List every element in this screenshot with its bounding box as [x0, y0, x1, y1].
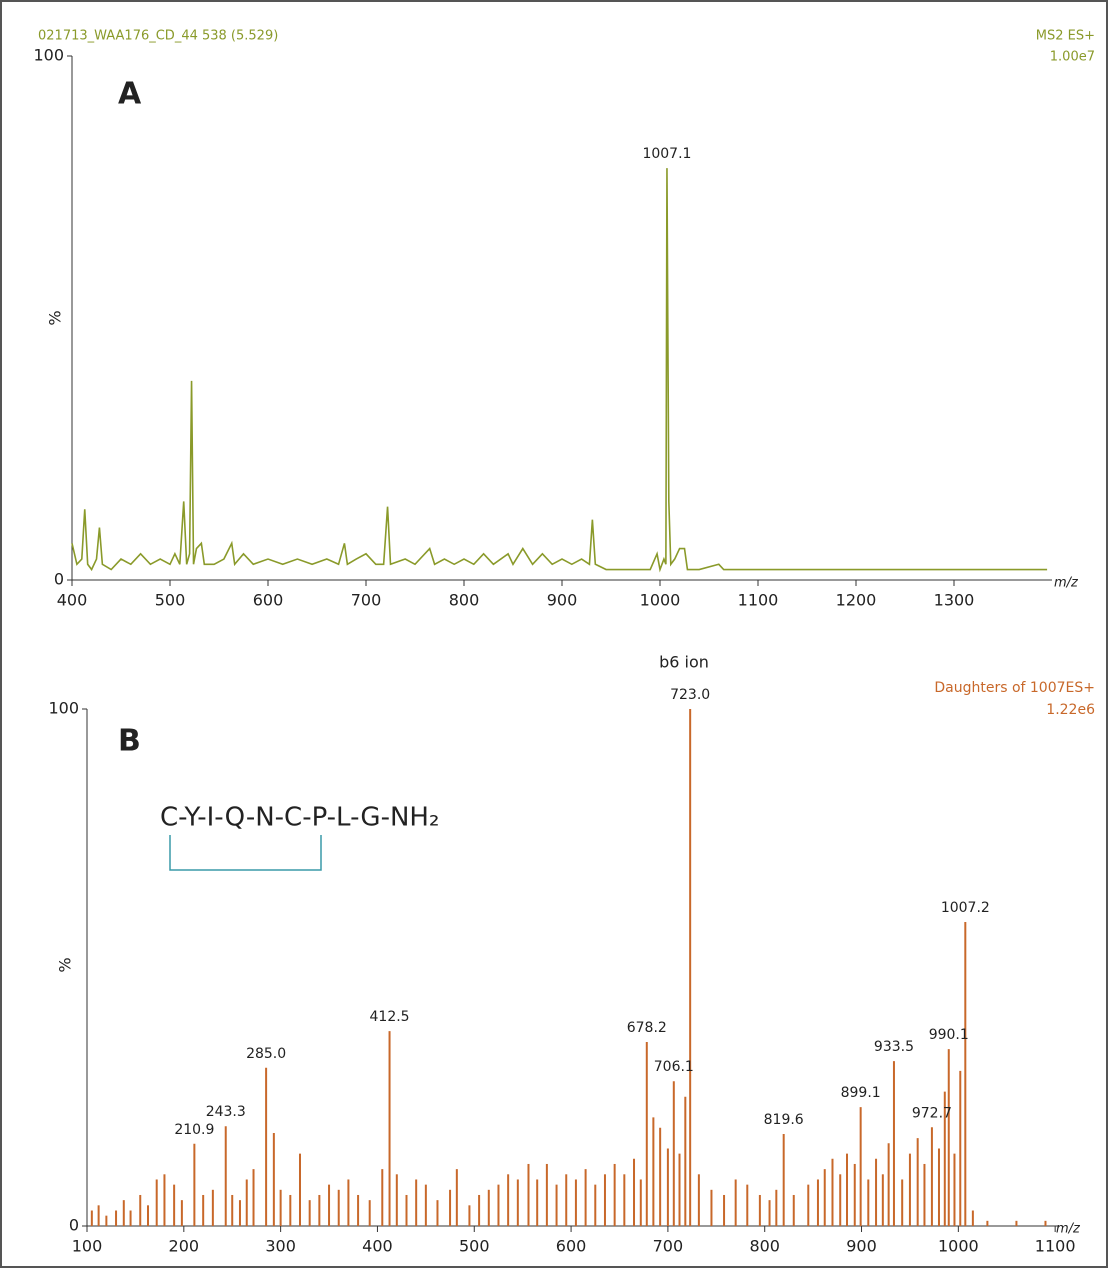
y-tick-label: 100: [48, 699, 79, 718]
x-tick-label: 700: [351, 591, 382, 610]
panel-label: A: [118, 77, 142, 112]
x-tick-label: 700: [653, 1237, 684, 1256]
x-tick-label: 900: [846, 1237, 877, 1256]
x-axis-label: m/z: [1056, 1222, 1081, 1237]
intensity: 1.00e7: [1050, 50, 1095, 65]
peak-label: 706.1: [654, 1059, 694, 1075]
x-tick-label: 500: [155, 591, 186, 610]
x-tick-label: 400: [57, 591, 88, 610]
peak-label: 819.6: [764, 1112, 804, 1128]
x-tick-label: 100: [72, 1237, 103, 1256]
peak-label: 933.5: [874, 1039, 914, 1055]
y-tick-label: 0: [69, 1216, 79, 1235]
y-axis-label: %: [46, 310, 65, 325]
x-tick-label: 1100: [738, 591, 779, 610]
peak-label: 1007.1: [642, 146, 691, 162]
peak-label: 723.0: [670, 687, 710, 703]
spectrum-line: [71, 168, 1048, 573]
x-tick-label: 800: [449, 591, 480, 610]
x-tick-label: 1000: [640, 591, 681, 610]
x-tick-label: 1300: [934, 591, 975, 610]
y-axis-label: %: [56, 957, 75, 972]
scan-function: Daughters of 1007ES+: [934, 680, 1095, 696]
x-tick-label: 600: [556, 1237, 587, 1256]
x-tick-label: 500: [459, 1237, 490, 1256]
peak-label: 678.2: [627, 1020, 667, 1036]
peak-label: 899.1: [841, 1085, 881, 1101]
y-tick-label: 100: [33, 46, 64, 65]
x-tick-label: 900: [547, 591, 578, 610]
x-tick-label: 200: [169, 1237, 200, 1256]
peak-label: 243.3: [206, 1104, 246, 1120]
annotation: b6 ion: [659, 653, 709, 672]
intensity: 1.22e6: [1046, 702, 1095, 718]
x-tick-label: 400: [362, 1237, 393, 1256]
x-axis-label: m/z: [1054, 576, 1079, 591]
x-tick-label: 600: [253, 591, 284, 610]
peak-label: 972.7: [912, 1105, 952, 1121]
scan-function: MS2 ES+: [1036, 29, 1095, 44]
peak-label: 210.9: [174, 1122, 214, 1138]
y-tick-label: 0: [54, 570, 64, 589]
peak-label: 412.5: [370, 1009, 410, 1025]
x-tick-label: 1200: [836, 591, 877, 610]
x-tick-label: 1100: [1035, 1237, 1076, 1256]
x-tick-label: 300: [265, 1237, 296, 1256]
x-tick-label: 1000: [938, 1237, 979, 1256]
peak-label: 990.1: [929, 1027, 969, 1043]
scan-title: 021713_WAA176_CD_44 538 (5.529): [38, 29, 278, 44]
peptide-sequence: C-Y-I-Q-N-C-P-L-G-NH₂: [160, 803, 439, 833]
x-tick-label: 800: [749, 1237, 780, 1256]
disulfide-bridge: [169, 835, 322, 871]
peak-label: 1007.2: [941, 900, 990, 916]
panel-label: B: [118, 724, 141, 759]
peak-label: 285.0: [246, 1046, 286, 1062]
